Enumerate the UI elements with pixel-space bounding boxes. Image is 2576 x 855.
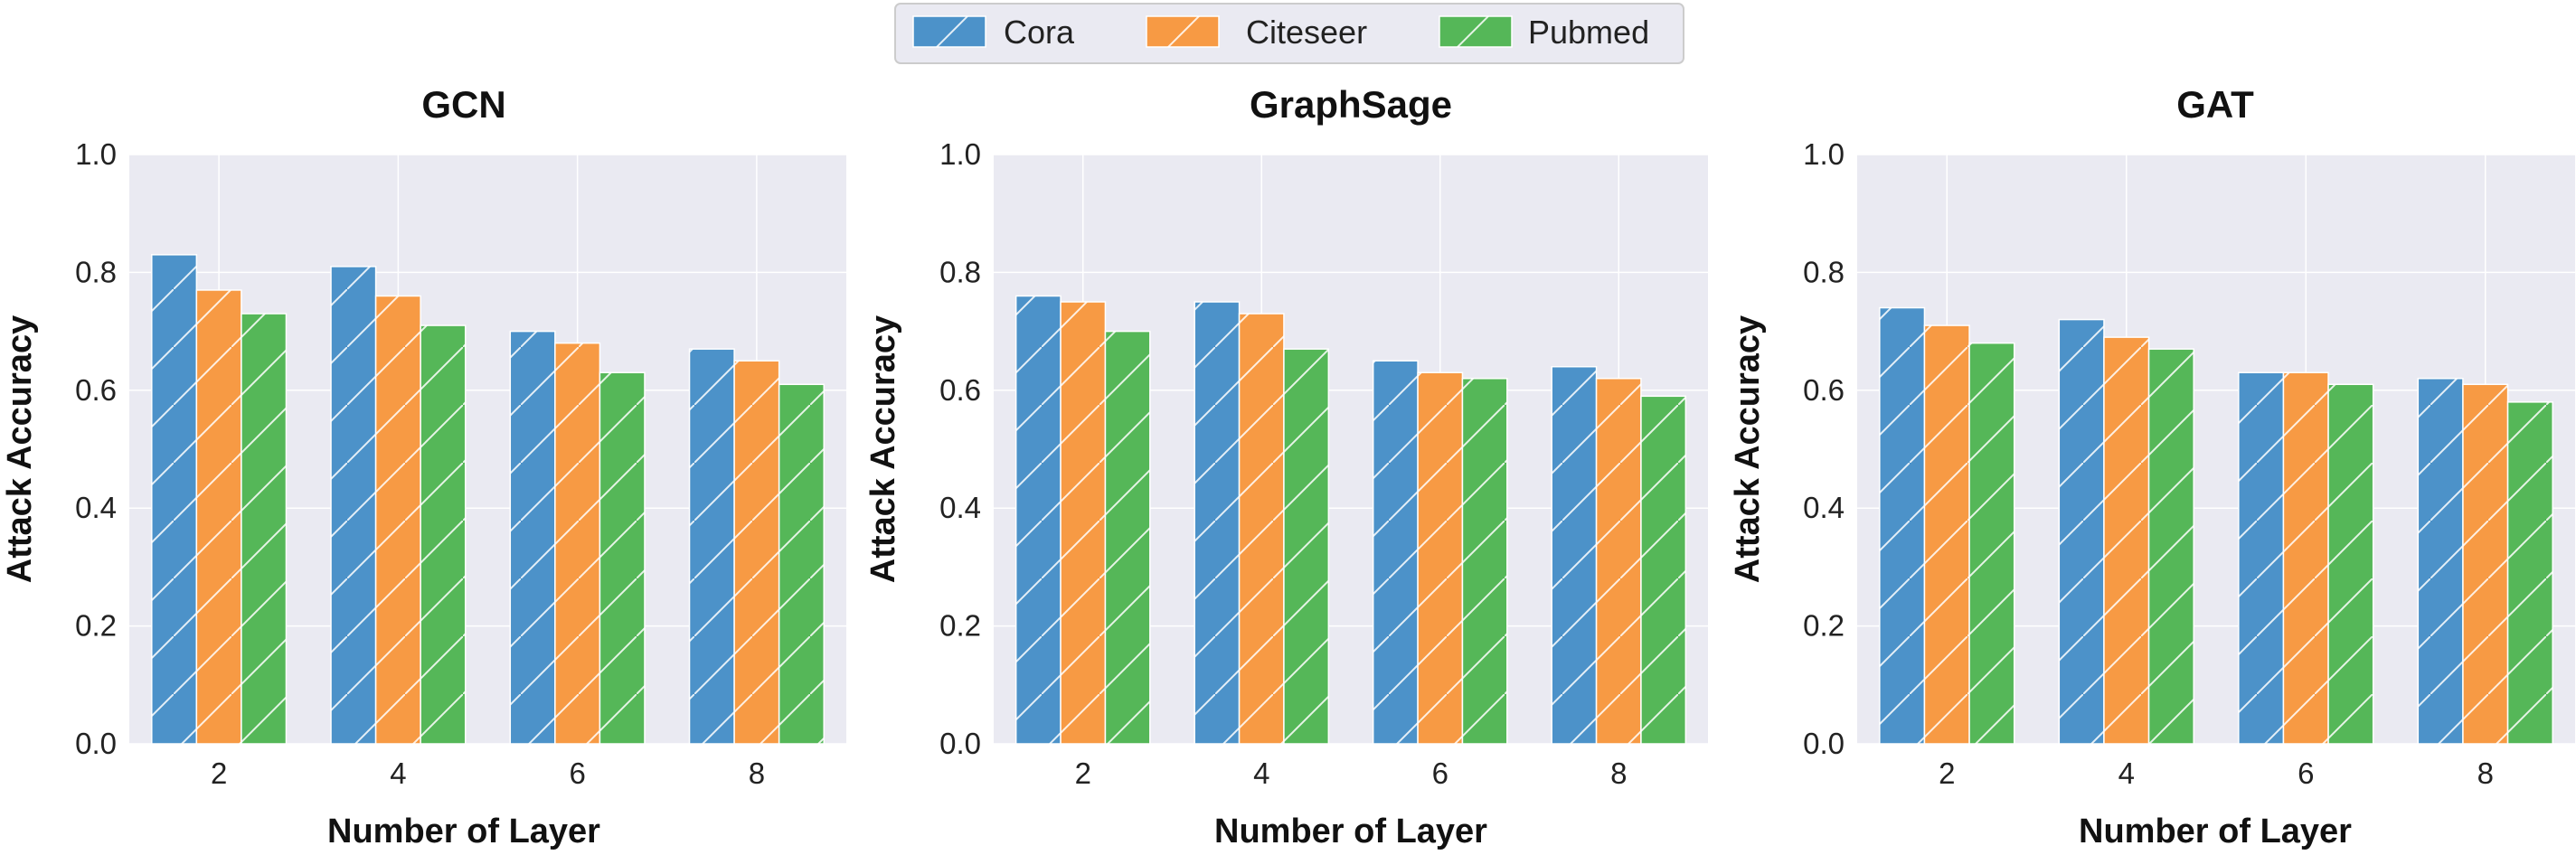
x-tick-label: 6: [569, 756, 585, 790]
bar-citeseer-layer-8: [1595, 378, 1642, 745]
x-axis-label: Number of Layer: [2079, 813, 2352, 850]
y-axis-label: Attack Accuracy: [864, 315, 902, 583]
bar-citeseer-layer-6: [2282, 371, 2329, 745]
x-tick-label: 2: [211, 756, 227, 790]
bar-pubmed-layer-2: [1104, 330, 1151, 745]
x-tick-label: 2: [1075, 756, 1091, 790]
y-tick-label: 0.6: [75, 373, 117, 407]
bar-pubmed-layer-4: [420, 324, 467, 745]
legend-label-cora: Cora: [1004, 14, 1075, 51]
x-tick-label: 4: [1253, 756, 1269, 790]
bar-citeseer-layer-8: [2462, 383, 2509, 745]
y-axis-label: Attack Accuracy: [1729, 315, 1767, 583]
y-tick-label: 0.2: [939, 609, 981, 643]
bar-citeseer-layer-2: [1060, 301, 1107, 745]
x-tick-label: 8: [1610, 756, 1627, 790]
bar-citeseer-layer-4: [1238, 313, 1285, 745]
bar-pubmed-layer-8: [2506, 401, 2553, 745]
legend-swatch-pubmed: [1439, 15, 1513, 48]
y-tick-label: 0.4: [75, 491, 117, 524]
panel-title: GAT: [2176, 83, 2254, 126]
x-tick-label: 4: [390, 756, 406, 790]
bar-pubmed-layer-4: [1283, 348, 1330, 745]
x-tick-label: 8: [2477, 756, 2494, 790]
y-tick-label: 0.2: [75, 609, 117, 643]
x-tick-label: 4: [2118, 756, 2135, 790]
bar-cora-layer-2: [1014, 295, 1062, 745]
y-tick-label: 0.8: [75, 255, 117, 288]
bar-cora-layer-4: [330, 266, 377, 745]
bar-cora-layer-8: [2417, 378, 2464, 745]
x-tick-label: 6: [1432, 756, 1448, 790]
y-tick-label: 0.6: [1803, 373, 1845, 407]
bar-cora-layer-4: [2058, 318, 2105, 745]
bar-citeseer-layer-4: [2103, 336, 2150, 745]
y-tick-label: 1.0: [1803, 137, 1845, 171]
bar-cora-layer-6: [509, 330, 556, 745]
panel-gcn: GCN Attack Accuracy Number of Layer 0.0 0…: [1, 83, 846, 850]
bar-cora-layer-2: [151, 254, 198, 745]
bar-citeseer-layer-8: [733, 360, 780, 745]
x-tick-label: 2: [1939, 756, 1955, 790]
bar-pubmed-layer-2: [241, 313, 288, 745]
bar-pubmed-layer-4: [2147, 348, 2194, 745]
bar-cora-layer-2: [1879, 306, 1926, 745]
bar-citeseer-layer-6: [554, 342, 601, 745]
bar-cora-layer-6: [1372, 360, 1419, 745]
panel-title: GCN: [421, 83, 505, 126]
y-tick-label: 0.8: [1803, 255, 1845, 288]
bar-pubmed-layer-8: [778, 383, 825, 745]
y-tick-label: 0.0: [75, 727, 117, 760]
bar-citeseer-layer-4: [374, 295, 421, 745]
legend-swatch-citeseer: [1146, 15, 1220, 48]
legend-label-pubmed: Pubmed: [1528, 14, 1649, 51]
bar-citeseer-layer-6: [1417, 371, 1464, 745]
y-tick-label: 0.4: [939, 491, 981, 524]
bar-cora-layer-6: [2238, 371, 2285, 745]
bar-pubmed-layer-2: [1968, 342, 2015, 745]
y-tick-label: 1.0: [939, 137, 981, 171]
bar-pubmed-layer-6: [599, 371, 646, 745]
y-tick-label: 0.8: [939, 255, 981, 288]
legend: Cora Citeseer Pubmed: [894, 3, 1684, 64]
x-tick-label: 8: [749, 756, 765, 790]
bar-pubmed-layer-6: [2327, 383, 2374, 745]
bar-citeseer-layer-2: [1923, 324, 1970, 745]
bar-citeseer-layer-2: [195, 289, 242, 745]
y-tick-label: 0.2: [1803, 609, 1845, 643]
bar-cora-layer-8: [1551, 365, 1598, 745]
bar-cora-layer-8: [688, 348, 735, 745]
panel-title: GraphSage: [1250, 83, 1452, 126]
y-tick-label: 1.0: [75, 137, 117, 171]
x-tick-label: 6: [2298, 756, 2314, 790]
x-axis-label: Number of Layer: [1214, 813, 1487, 850]
legend-label-citeseer: Citeseer: [1246, 14, 1367, 51]
x-axis-label: Number of Layer: [327, 813, 600, 850]
y-tick-label: 0.6: [939, 373, 981, 407]
bar-pubmed-layer-6: [1461, 378, 1508, 745]
y-tick-label: 0.0: [1803, 727, 1845, 760]
y-tick-label: 0.0: [939, 727, 981, 760]
bar-pubmed-layer-8: [1640, 395, 1687, 745]
y-tick-label: 0.4: [1803, 491, 1845, 524]
panel-gat: GAT Attack Accuracy Number of Layer 0.0 0…: [1729, 83, 2575, 850]
bar-cora-layer-4: [1194, 301, 1241, 745]
y-axis-label: Attack Accuracy: [1, 315, 39, 583]
legend-swatch-cora: [912, 15, 986, 48]
panel-graphsage: GraphSage Attack Accuracy Number of Laye…: [864, 83, 1708, 850]
